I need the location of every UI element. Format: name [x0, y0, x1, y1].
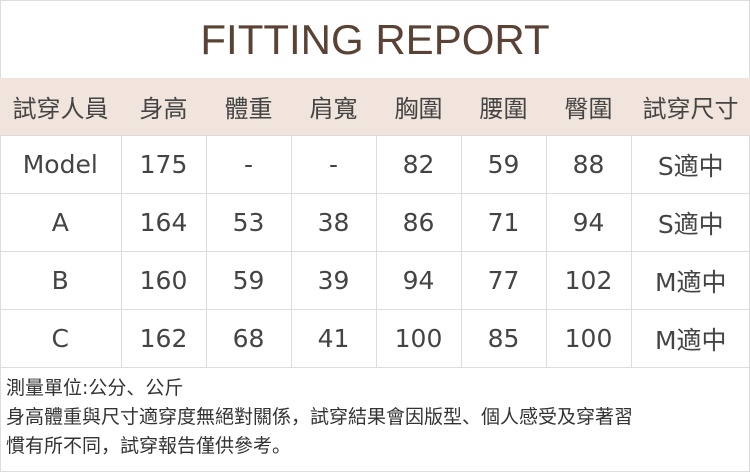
table-cell: 68	[205, 309, 292, 368]
column-header: 試穿人員	[0, 78, 121, 136]
table-cell: 175	[120, 135, 207, 194]
table-row: C 162 68 41 100 85 100 M適中	[0, 309, 750, 368]
table-cell: 88	[545, 135, 632, 194]
note-disclaimer-cont: 慣有所不同，試穿報告僅供參考。	[6, 435, 292, 457]
column-header: 肩寬	[291, 78, 376, 136]
table-cell: Model	[0, 135, 122, 194]
table-cell: 71	[460, 193, 547, 252]
table-cell: 100	[375, 309, 462, 368]
table-cell: 38	[290, 193, 377, 252]
table-row: Model 175- -82 59 88 S適中	[0, 135, 750, 194]
table-cell: -	[205, 135, 292, 194]
footnote: 測量單位:公分、公斤 身高體重與尺寸適穿度無絕對關係，試穿結果會因版型、個人感受…	[6, 374, 746, 461]
table-cell: 160	[120, 251, 207, 310]
table-cell: M適中	[630, 251, 750, 310]
column-header: 體重	[206, 78, 291, 136]
table-cell: 94	[545, 193, 632, 252]
table-cell: 86	[375, 193, 462, 252]
table-row: B 160 59 39 94 77 102 M適中	[0, 251, 750, 310]
table-header-row: 試穿人員 身高 體重 肩寬 胸圍 腰圍 臀圍 試穿尺寸	[0, 78, 750, 136]
table-cell: 53	[205, 193, 292, 252]
table-cell: -	[290, 135, 377, 194]
table-cell: 41	[290, 309, 377, 368]
table-cell: 39	[290, 251, 377, 310]
table-cell: 59	[460, 135, 547, 194]
table-cell: S適中	[630, 193, 750, 252]
table-cell: 94	[375, 251, 462, 310]
table-row: A 164 53 38 86 71 94 S適中	[0, 193, 750, 252]
column-header: 臀圍	[546, 78, 631, 136]
table-cell: 100	[545, 309, 632, 368]
column-header: 腰圍	[461, 78, 546, 136]
table-cell: A	[0, 193, 122, 252]
column-header: 胸圍	[376, 78, 461, 136]
fitting-table: 試穿人員 身高 體重 肩寬 胸圍 腰圍 臀圍 試穿尺寸 Model 175- -82 59 88 S適中…	[0, 78, 750, 368]
table-cell: 59	[205, 251, 292, 310]
page-title: FITTING REPORT	[200, 16, 550, 63]
table-cell: 102	[545, 251, 632, 310]
table-cell: 82	[375, 135, 462, 194]
table-cell: 164	[120, 193, 207, 252]
column-header: 身高	[121, 78, 206, 136]
column-header: 試穿尺寸	[631, 78, 750, 136]
table-cell: C	[0, 309, 122, 368]
table-cell: 85	[460, 309, 547, 368]
note-unit: 測量單位:公分、公斤	[6, 377, 184, 399]
table-cell: S適中	[630, 135, 750, 194]
table-cell: M適中	[630, 309, 750, 368]
note-disclaimer: 身高體重與尺寸適穿度無絕對關係，試穿結果會因版型、個人感受及穿著習	[6, 406, 634, 428]
table-cell: 162	[120, 309, 207, 368]
table-cell: 77	[460, 251, 547, 310]
table-cell: B	[0, 251, 122, 310]
